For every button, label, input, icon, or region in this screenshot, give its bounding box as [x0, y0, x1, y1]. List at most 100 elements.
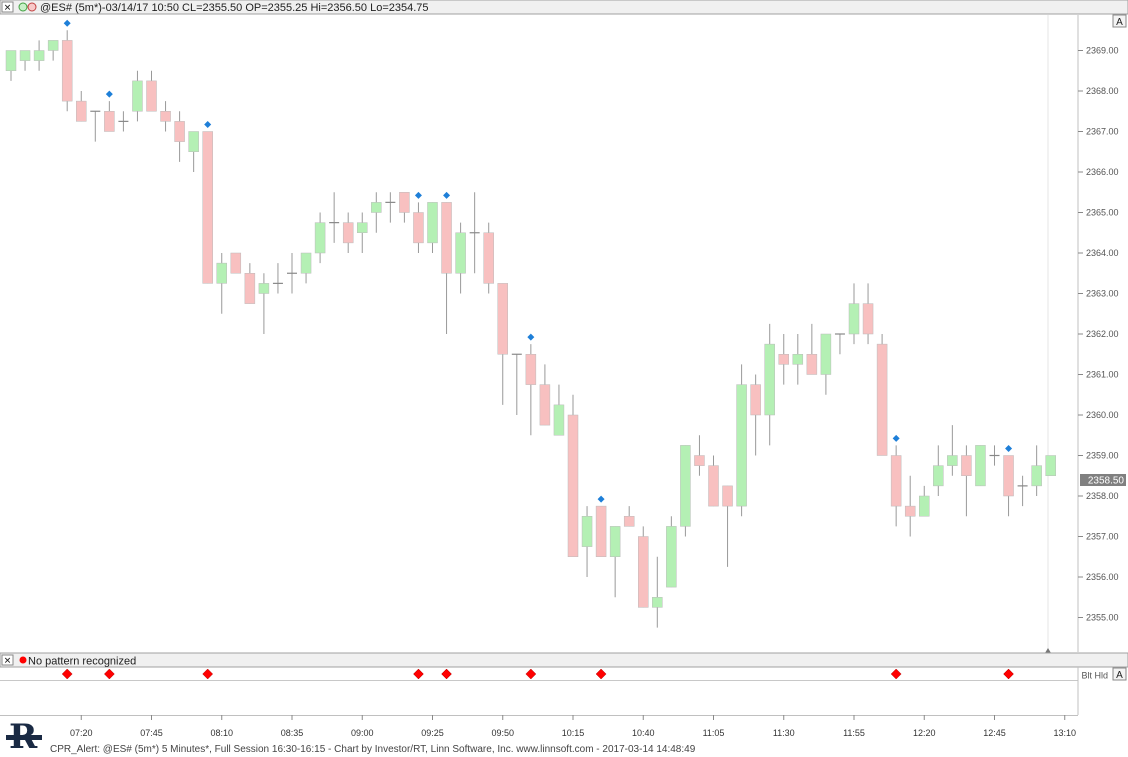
candle-down — [146, 80, 157, 112]
candle-down — [483, 232, 494, 284]
indicator-title-bar — [0, 652, 1128, 668]
candle-down — [76, 100, 87, 122]
candle-up — [47, 40, 59, 51]
x-tick-label: 08:35 — [281, 728, 304, 738]
candle-up — [666, 526, 677, 588]
pattern-diamonds — [61, 668, 1014, 680]
candle-down — [104, 111, 115, 132]
pattern-diamond — [103, 668, 115, 680]
candle-down — [595, 505, 607, 557]
y-tick-label: 2362.00 — [1086, 329, 1119, 339]
footer-caption: CPR_Alert: @ES# (5m*) 5 Minutes*, Full S… — [50, 744, 696, 755]
signal-dot — [414, 191, 422, 199]
signal-dot — [443, 191, 451, 199]
x-tick-label: 11:30 — [773, 728, 795, 738]
x-tick-label: 09:00 — [351, 728, 374, 738]
link-circle-green-icon[interactable] — [18, 2, 28, 12]
last-price-tag-box — [1080, 474, 1126, 486]
candle-up — [609, 526, 621, 557]
y-tick-label: 2358.00 — [1086, 491, 1119, 501]
candle-down — [694, 455, 705, 466]
chart-header-title: @ES# (5m*)-03/14/17 10:50 CL=2355.50 OP=… — [40, 2, 429, 14]
pattern-diamond — [413, 668, 424, 680]
candle-down — [342, 222, 354, 244]
x-axis[interactable]: 07:20 07:45 08:10 08:35 09:00 09:25 09:50 10:15… — [70, 715, 1076, 738]
indicator-legend: No pattern recognized — [28, 656, 136, 668]
candle-down — [1003, 455, 1014, 497]
y-tick-label: 2368.00 — [1086, 86, 1119, 96]
close-icon: ✕ — [4, 656, 12, 666]
x-tick-label: 12:45 — [983, 728, 1006, 738]
candle-up — [357, 222, 368, 233]
candle-up — [33, 50, 45, 61]
logo-swoosh-icon — [6, 735, 42, 740]
y-tick-label: 2357.00 — [1086, 532, 1119, 542]
candle-down — [890, 455, 902, 507]
y-tick-label: 2367.00 — [1086, 127, 1119, 137]
candle-down — [750, 384, 761, 416]
indicator-right-label: Blt Hld — [1081, 671, 1108, 681]
close-indicator-button[interactable] — [1, 654, 14, 666]
candle-down — [539, 384, 551, 426]
candle-up — [188, 131, 199, 152]
candle-down — [778, 354, 789, 365]
scroll-end-marker-icon — [1045, 648, 1051, 653]
candle-up — [132, 80, 143, 112]
candle-up — [455, 232, 466, 274]
pattern-diamond — [61, 668, 73, 680]
candle-up — [680, 445, 691, 527]
candle-down — [806, 354, 818, 375]
signal-dot — [597, 495, 605, 503]
candle-up — [581, 516, 593, 547]
candle-down — [961, 455, 972, 476]
candle-up — [371, 202, 382, 213]
indicator-auto-scale-button[interactable] — [1112, 667, 1127, 681]
link-circle-red-icon[interactable] — [27, 2, 37, 12]
candle-down — [638, 536, 649, 608]
candle-down — [413, 212, 424, 244]
candle-up — [848, 303, 860, 335]
y-axis[interactable]: 2369.00 2368.00 2367.00 2366.00 2365.00 2364.… — [1078, 46, 1119, 623]
y-tick-label: 2356.00 — [1086, 572, 1119, 582]
pattern-diamond — [202, 668, 214, 680]
candle-down — [904, 505, 916, 517]
candle-down — [722, 485, 733, 507]
x-tick-label: 07:20 — [70, 728, 93, 738]
candle-down — [230, 252, 242, 274]
candle-down — [862, 303, 874, 335]
candle-up — [427, 202, 438, 244]
pattern-diamond — [595, 668, 607, 680]
signal-dot — [892, 434, 900, 442]
last-price-label: 2358.50 — [1088, 476, 1125, 487]
candle-down — [876, 343, 888, 456]
y-tick-label: 2369.00 — [1086, 46, 1119, 56]
candle-up — [216, 262, 227, 284]
title-bar — [0, 0, 1128, 15]
candle-down — [497, 283, 508, 355]
auto-scale-button[interactable] — [1112, 14, 1127, 28]
candle-down — [567, 414, 579, 557]
candle-up — [314, 222, 326, 254]
y-tick-label: 2365.00 — [1086, 208, 1119, 218]
x-tick-label: 09:50 — [491, 728, 514, 738]
y-tick-label: 2360.00 — [1086, 410, 1119, 420]
y-tick-label: 2364.00 — [1086, 248, 1119, 258]
pattern-diamond — [1003, 668, 1014, 680]
y-tick-label: 2359.00 — [1086, 451, 1119, 461]
close-icon: ✕ — [4, 3, 12, 13]
candle-up — [947, 455, 958, 466]
signal-dot — [1005, 445, 1013, 452]
candle-up — [19, 50, 31, 61]
x-tick-label: 07:45 — [140, 728, 163, 738]
pattern-diamond — [441, 668, 452, 680]
signal-dot — [105, 90, 113, 98]
candle-up — [652, 597, 663, 608]
candle-up — [1045, 455, 1056, 476]
candle-down — [708, 465, 719, 507]
close-chart-button[interactable] — [1, 1, 14, 13]
investor-rt-logo: R — [6, 717, 42, 757]
x-tick-label: 13:10 — [1053, 728, 1076, 738]
candle-up — [975, 445, 986, 487]
